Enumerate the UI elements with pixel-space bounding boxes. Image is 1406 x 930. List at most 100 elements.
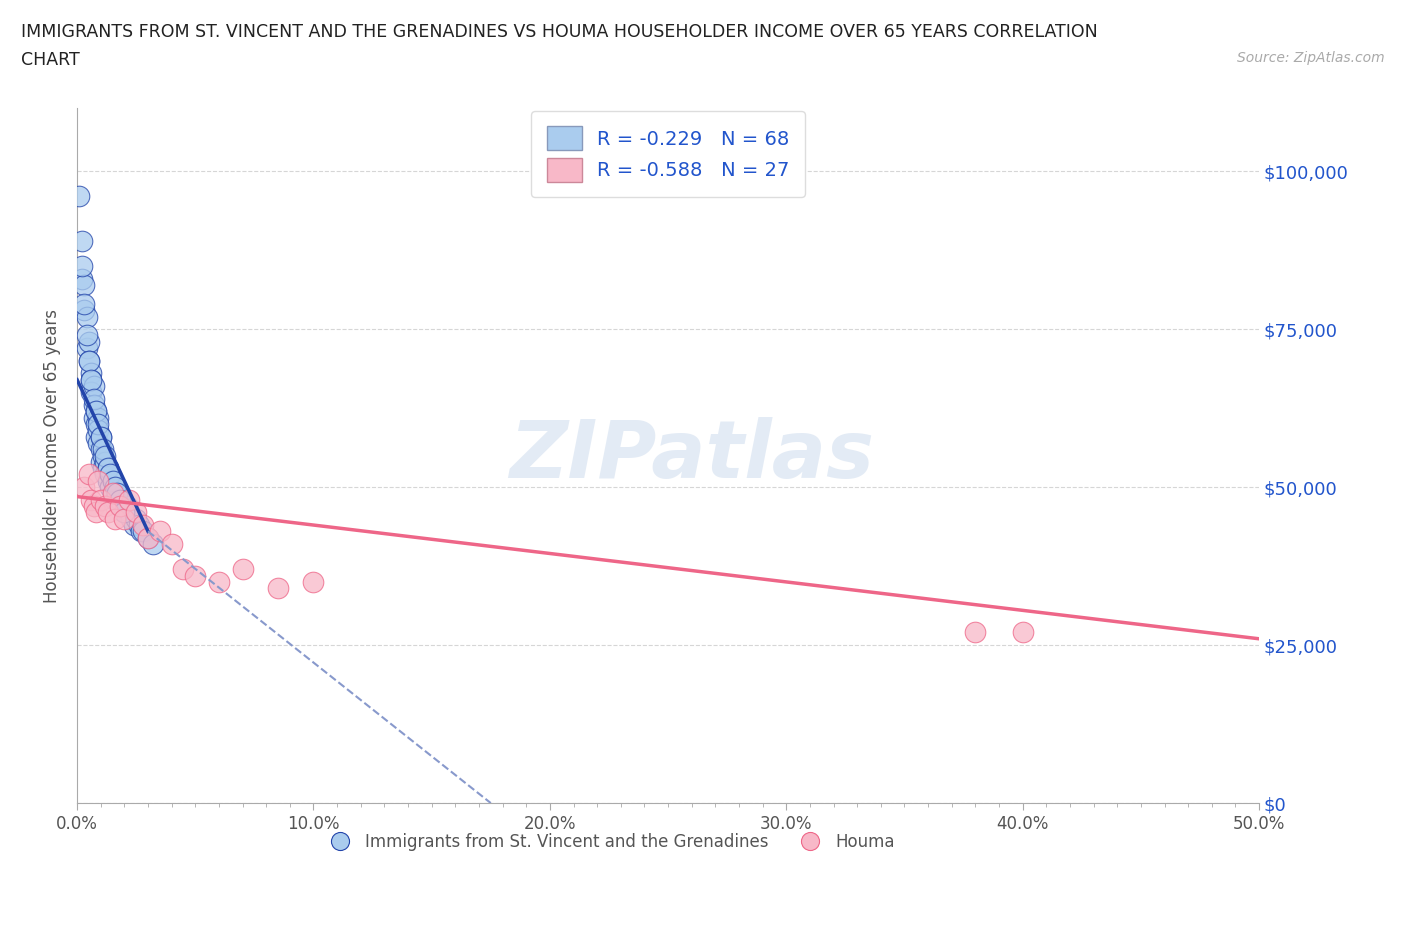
Point [97,505,120,520]
Point [129,524,152,538]
Point [111,498,134,513]
Point [70,272,93,286]
Point [77,353,100,368]
Point [83,379,105,393]
Point [94,467,117,482]
Point [94,498,117,513]
Point [965,625,987,640]
Point [121,512,143,526]
Point [184,568,207,583]
Point [77,353,100,368]
Point [149,524,172,538]
Point [132,524,155,538]
Point [84,404,107,418]
Point [136,530,159,545]
Point [101,486,124,501]
Point [77,467,100,482]
Point [142,537,165,551]
Point [104,480,127,495]
Point [87,423,110,438]
Point [70,259,93,273]
Point [80,366,103,381]
Point [105,486,128,501]
Text: ZIPatlas: ZIPatlas [509,417,875,495]
Point [91,442,114,457]
Point [87,417,110,432]
Point [108,492,131,507]
Point [83,410,105,425]
Point [118,492,141,507]
Point [94,448,117,463]
Point [73,277,96,292]
Point [83,392,105,406]
Point [208,575,231,590]
Point [97,460,120,475]
Point [87,473,110,488]
Point [97,460,120,475]
Point [90,492,112,507]
Point [83,397,105,412]
Point [136,530,159,545]
Point [98,467,121,482]
Point [1011,625,1033,640]
Point [80,385,103,400]
Point [125,512,148,526]
Point [128,518,150,533]
Point [267,581,290,596]
Point [115,498,138,513]
Point [302,575,325,590]
Point [87,435,110,450]
Legend: Immigrants from St. Vincent and the Grenadines, Houma: Immigrants from St. Vincent and the Gren… [316,826,901,857]
Point [94,455,117,470]
Point [98,467,121,482]
Point [160,537,183,551]
Point [172,562,194,577]
Point [90,429,112,444]
Point [98,480,121,495]
Point [70,233,93,248]
Point [118,505,141,520]
Point [101,473,124,488]
Point [91,460,114,475]
Point [84,417,107,432]
Point [90,442,112,457]
Point [76,340,98,355]
Point [80,372,103,387]
Point [125,505,148,520]
Point [87,410,110,425]
Point [108,498,131,513]
Point [97,473,120,488]
Point [90,429,112,444]
Text: IMMIGRANTS FROM ST. VINCENT AND THE GRENADINES VS HOUMA HOUSEHOLDER INCOME OVER : IMMIGRANTS FROM ST. VINCENT AND THE GREN… [21,23,1098,41]
Point [84,404,107,418]
Point [132,518,155,533]
Point [69,189,91,204]
Text: CHART: CHART [21,51,80,69]
Point [232,562,254,577]
Y-axis label: Householder Income Over 65 years: Householder Income Over 65 years [44,309,60,603]
Point [112,505,135,520]
Point [104,512,127,526]
Point [76,328,98,343]
Point [83,498,105,513]
Point [84,505,107,520]
Point [112,505,135,520]
Point [73,303,96,318]
Point [77,335,100,350]
Point [73,297,96,312]
Point [104,480,127,495]
Point [108,492,131,507]
Point [73,480,96,495]
Point [80,372,103,387]
Point [80,492,103,507]
Point [104,492,127,507]
Point [76,309,98,324]
Point [112,512,135,526]
Point [122,518,145,533]
Point [90,455,112,470]
Point [101,473,124,488]
Point [91,448,114,463]
Point [101,486,124,501]
Text: Source: ZipAtlas.com: Source: ZipAtlas.com [1237,51,1385,65]
Point [105,486,128,501]
